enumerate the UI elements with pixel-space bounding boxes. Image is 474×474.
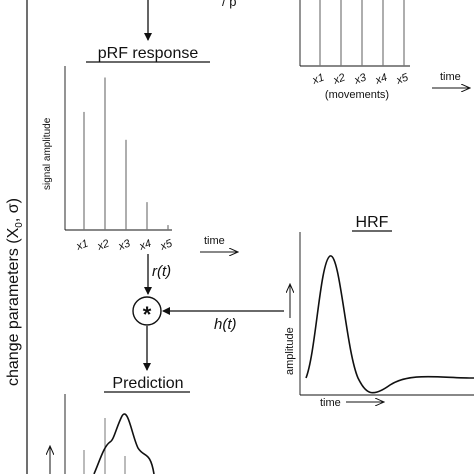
prf-ylabel: signal amplitude [42, 117, 53, 190]
movements-x-label-1: x1 [310, 72, 326, 88]
movements-caption: (movements) [325, 89, 389, 101]
ht-label: h(t) [214, 316, 237, 333]
convolution-symbol: * [143, 302, 152, 327]
movements-x-label-3: x3 [352, 71, 369, 87]
prediction-curve [93, 413, 155, 474]
prf-x-labels: x1 x2 x3 x4 x5 [74, 237, 175, 253]
prf-x-label-4: x4 [137, 238, 153, 254]
movements-x-label-4: x4 [373, 72, 389, 88]
prf-x-label-5: x5 [158, 237, 175, 253]
convolution-circle [132, 296, 162, 326]
prf-x-label-2: x2 [95, 238, 111, 254]
top-partial-text: / p [222, 0, 236, 9]
rt-label: r(t) [152, 263, 171, 280]
movements-x-label-5: x5 [394, 71, 411, 87]
movements-time-label: time [440, 71, 461, 83]
prf-bars [83, 77, 169, 230]
prf-title: pRF response [98, 45, 199, 62]
prf-x-label-1: x1 [74, 238, 90, 254]
movements-x-labels: x1 x2 x3 x4 x5 [310, 71, 411, 87]
hrf-curve [305, 255, 474, 394]
prf-time-label: time [204, 235, 225, 247]
prf-x-label-3: x3 [116, 237, 133, 253]
hrf-title: HRF [356, 214, 389, 231]
movements-bars [319, 0, 405, 66]
change-parameters-label: change parameters (X0, σ) [5, 198, 25, 386]
prediction-title: Prediction [112, 375, 183, 392]
hrf-ylabel: amplitude [284, 327, 296, 375]
hrf-xlabel: time [320, 397, 341, 409]
movements-x-label-2: x2 [331, 72, 347, 88]
